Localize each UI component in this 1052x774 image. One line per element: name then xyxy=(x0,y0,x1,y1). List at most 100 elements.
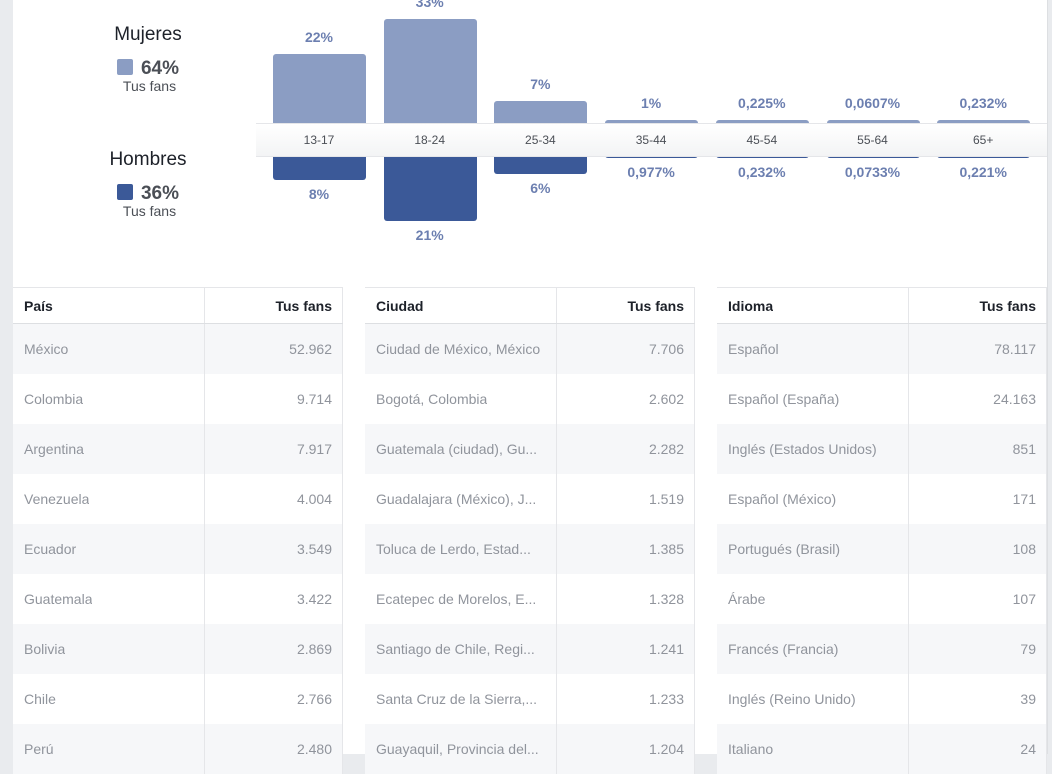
column-header[interactable]: Ciudad xyxy=(365,288,557,323)
row-name: Árabe xyxy=(728,591,766,607)
row-name: Guatemala xyxy=(24,591,93,607)
label-men: 0,0733% xyxy=(844,164,901,180)
row-name: Santiago de Chile, Regi... xyxy=(376,641,535,657)
header-label: Tus fans xyxy=(979,297,1036,314)
row-fans: 851 xyxy=(1012,441,1036,457)
label-women: 0,225% xyxy=(738,95,786,111)
row-fans: 7.706 xyxy=(648,341,684,357)
row-name: Bolivia xyxy=(24,641,66,657)
row-name: Guadalajara (México), J... xyxy=(376,491,537,507)
column-header[interactable]: Idioma xyxy=(717,288,909,323)
table-row: Ecuador 3.549 xyxy=(13,524,343,574)
label-women: 0,0607% xyxy=(844,95,901,111)
label-men: 0,232% xyxy=(738,164,786,180)
row-fans: 2.282 xyxy=(648,441,684,457)
table-row: Ecatepec de Morelos, E... 1.328 xyxy=(365,574,695,624)
row-name: Portugués (Brasil) xyxy=(728,541,841,557)
x-tick-label: 25-34 xyxy=(525,133,556,147)
men-swatch-icon xyxy=(116,184,133,200)
table-row: Español (España) 24.163 xyxy=(717,374,1047,424)
column-header-fans[interactable]: Tus fans xyxy=(557,288,695,323)
row-fans: 52.962 xyxy=(289,341,332,357)
women-label: Mujeres xyxy=(114,24,182,45)
table-row: Chile 2.766 xyxy=(13,674,343,724)
table-row: Colombia 9.714 xyxy=(13,374,343,424)
table-país: País Tus fans México 52.962 Colombia 9.714 Arg… xyxy=(13,287,343,774)
row-name: Español xyxy=(728,341,779,357)
label-men: 6% xyxy=(530,179,551,196)
label-women: 0,232% xyxy=(959,95,1007,111)
table-row: Francés (Francia) 79 xyxy=(717,624,1047,674)
row-fans: 78.117 xyxy=(994,341,1036,357)
bar-women-18-24[interactable] xyxy=(383,19,477,129)
row-fans: 1.233 xyxy=(648,691,684,707)
row-fans: 3.549 xyxy=(296,541,332,557)
bar-women-13-17[interactable] xyxy=(273,53,366,129)
label-women: 22% xyxy=(304,28,334,45)
row-fans: 2.480 xyxy=(296,741,332,757)
row-name: Inglés (Reino Unido) xyxy=(728,691,856,707)
column-header[interactable]: País xyxy=(13,288,205,323)
label-men: 21% xyxy=(415,227,444,244)
row-name: Venezuela xyxy=(24,491,90,507)
x-tick-label: 55-64 xyxy=(857,133,888,147)
row-name: Guatemala (ciudad), Gu... xyxy=(376,441,538,457)
table-header: País Tus fans xyxy=(13,287,343,324)
row-name: Ecuador xyxy=(24,541,77,557)
row-fans: 108 xyxy=(1012,541,1036,557)
bar-men-18-24[interactable] xyxy=(383,149,477,222)
row-fans: 2.869 xyxy=(296,641,332,657)
table-row: Venezuela 4.004 xyxy=(13,474,343,524)
table-row: Italiano 24 xyxy=(717,724,1047,774)
row-fans: 39 xyxy=(1020,691,1036,707)
row-fans: 1.519 xyxy=(648,491,684,507)
row-name: Colombia xyxy=(24,391,84,407)
women-percent: 64% xyxy=(140,58,180,79)
row-name: Bogotá, Colombia xyxy=(376,391,488,407)
men-percent: 36% xyxy=(140,183,180,204)
column-header-fans[interactable]: Tus fans xyxy=(909,288,1047,323)
x-tick-label: 13-17 xyxy=(303,133,335,147)
table-row: Portugués (Brasil) 108 xyxy=(717,524,1047,574)
legend-women: Mujeres 64% Tus fans xyxy=(73,24,223,94)
row-fans: 9.714 xyxy=(296,391,332,407)
row-fans: 3.422 xyxy=(296,591,332,607)
table-row: Perú 2.480 xyxy=(13,724,343,774)
x-tick-label: 45-54 xyxy=(746,133,778,147)
row-name: Chile xyxy=(24,691,56,707)
header-label: Tus fans xyxy=(275,297,332,314)
row-fans: 79 xyxy=(1020,641,1036,657)
table-header: Idioma Tus fans xyxy=(717,287,1047,324)
table-row: Bogotá, Colombia 2.602 xyxy=(365,374,695,424)
row-name: Argentina xyxy=(24,441,84,457)
header-label: Idioma xyxy=(728,297,774,314)
row-fans: 171 xyxy=(1012,491,1036,507)
women-swatch-icon xyxy=(116,59,133,75)
column-header-fans[interactable]: Tus fans xyxy=(205,288,343,323)
header-label: Ciudad xyxy=(376,297,424,314)
table-row: Inglés (Reino Unido) 39 xyxy=(717,674,1047,724)
row-name: Santa Cruz de la Sierra,... xyxy=(376,691,538,707)
table-row: Santa Cruz de la Sierra,... 1.233 xyxy=(365,674,695,724)
men-label: Hombres xyxy=(109,149,187,170)
table-row: Ciudad de México, México 7.706 xyxy=(365,324,695,374)
row-fans: 1.241 xyxy=(648,641,684,657)
row-fans: 7.917 xyxy=(296,441,332,457)
row-name: Español (México) xyxy=(728,491,837,507)
row-fans: 1.328 xyxy=(648,591,684,607)
x-axis: 13-17 18-24 25-34 35-44 45-54 55-64 65+ xyxy=(256,123,1047,157)
row-name: Perú xyxy=(24,741,54,757)
legend-men: Hombres 36% Tus fans xyxy=(73,149,223,219)
x-tick-label: 65+ xyxy=(973,133,994,147)
row-fans: 1.385 xyxy=(648,541,684,557)
table-row: Árabe 107 xyxy=(717,574,1047,624)
audience-panel: Mujeres 64% Tus fans Hombres 36% Tus fan… xyxy=(13,0,1048,774)
row-fans: 1.204 xyxy=(648,741,684,757)
table-row: Inglés (Estados Unidos) 851 xyxy=(717,424,1047,474)
row-fans: 2.766 xyxy=(296,691,332,707)
table-row: Argentina 7.917 xyxy=(13,424,343,474)
row-name: Español (España) xyxy=(728,391,840,407)
label-men: 0,221% xyxy=(959,164,1007,180)
row-name: Toluca de Lerdo, Estad... xyxy=(376,541,531,557)
row-fans: 107 xyxy=(1012,591,1036,607)
